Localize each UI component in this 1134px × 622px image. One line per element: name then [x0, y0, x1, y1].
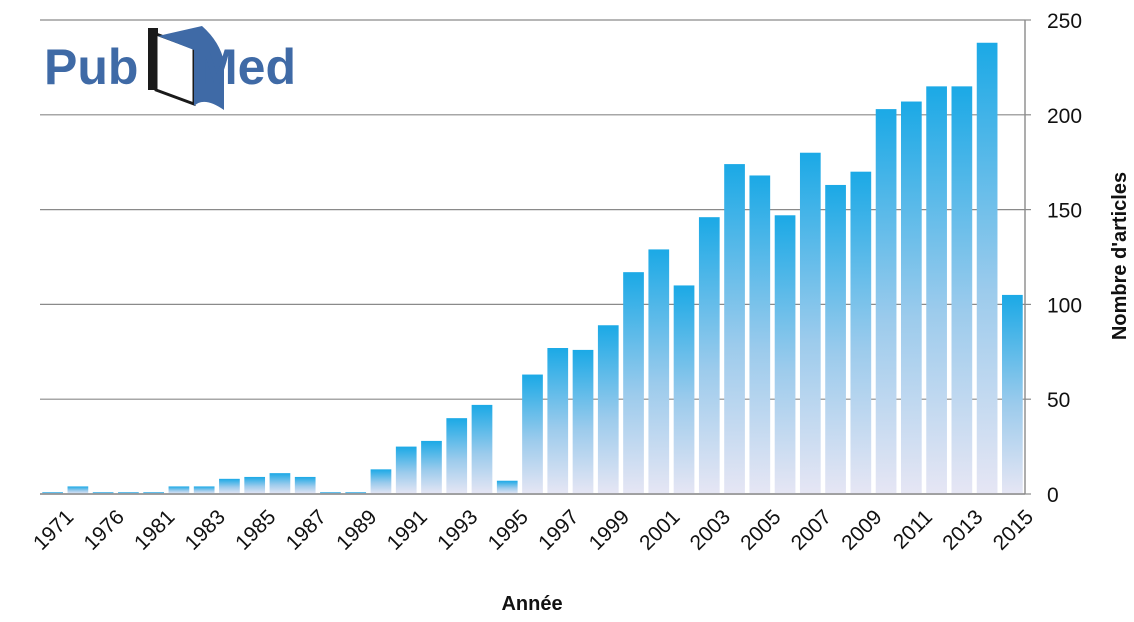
bar-1983	[193, 486, 215, 494]
x-tick-label: 2013	[938, 505, 987, 554]
y-axis-label: Nombre d'articles	[1109, 172, 1131, 340]
x-tick-label: 1995	[484, 505, 533, 554]
x-tick-label: 2001	[635, 505, 684, 554]
bar-2000	[623, 272, 644, 494]
y-tick-label: 250	[1047, 10, 1082, 33]
bar-2003	[698, 217, 720, 494]
x-tick-label: 1999	[585, 505, 634, 554]
bar-1977	[118, 492, 139, 494]
x-tick-label: 1997	[534, 505, 583, 554]
y-tick-label: 200	[1047, 105, 1082, 128]
axes	[40, 20, 1026, 495]
bar-2006	[774, 215, 796, 494]
x-tick-label: 1983	[181, 505, 230, 554]
bar-1999	[597, 325, 619, 494]
bar-2012	[926, 86, 947, 495]
bar-1995	[496, 480, 518, 494]
bar-2005	[749, 175, 771, 495]
bar-2001	[648, 249, 670, 494]
bar-2013	[951, 86, 973, 495]
x-tick-label: 2003	[686, 505, 735, 554]
bar-1976	[92, 492, 114, 494]
x-tick-label: 2011	[889, 505, 937, 553]
x-tick-label: 1971	[29, 505, 78, 554]
bars	[42, 42, 1023, 495]
bar-2011	[900, 101, 922, 494]
bar-1971	[42, 492, 63, 494]
x-tick-label: 1976	[80, 505, 129, 554]
x-tick-label: 1981	[130, 505, 179, 554]
x-tick-label: 2007	[787, 505, 836, 554]
bar-2008	[825, 184, 846, 494]
bar-1981	[143, 492, 165, 494]
bar-1982	[168, 486, 190, 494]
bar-2014	[976, 42, 998, 494]
x-tick-label: 1989	[332, 505, 381, 554]
x-tick-label: 1993	[433, 505, 482, 554]
bar-1986	[269, 473, 291, 494]
logo-text-pub: Pub	[44, 39, 138, 95]
y-tick-label: 150	[1047, 200, 1082, 223]
y-tick-label: 0	[1047, 484, 1059, 507]
logo-text-med: Med	[196, 39, 296, 95]
y-tick-labels: 0 50 100 150 200 250	[1047, 10, 1082, 507]
bar-1998	[572, 349, 594, 494]
bar-2007	[799, 152, 821, 494]
pubmed-logo: Pub Med	[44, 26, 296, 110]
bar-2010	[875, 109, 897, 494]
bar-1990	[370, 469, 392, 494]
bar-1985	[244, 476, 266, 494]
bar-1992	[421, 440, 442, 494]
bar-1993	[446, 418, 468, 494]
bar-2004	[724, 164, 745, 494]
bar-1991	[395, 446, 417, 494]
bar-1994	[471, 404, 493, 494]
x-tick-label: 1991	[383, 505, 432, 554]
open-book-icon	[148, 26, 224, 110]
y-tick-label: 50	[1047, 389, 1070, 412]
y-tick-label: 100	[1047, 294, 1082, 317]
bar-2009	[850, 171, 872, 494]
bar-1997	[547, 348, 569, 494]
x-tick-label: 2005	[736, 505, 785, 554]
bar-1996	[522, 374, 543, 494]
x-tick-label: 2009	[837, 505, 886, 554]
bar-1987	[294, 476, 316, 494]
x-tick-labels: 1971 1976 1981 1983 1985 1987 1989 1991 1993 1995…	[29, 505, 1038, 554]
x-tick-label: 2015	[989, 505, 1038, 554]
bar-1984	[219, 478, 240, 494]
bar-1972	[67, 486, 89, 494]
x-tick-label: 1987	[282, 505, 331, 554]
bar-2002	[673, 285, 695, 494]
x-axis-label: Année	[501, 593, 562, 615]
x-tick-label: 1985	[231, 505, 280, 554]
bar-1988	[320, 492, 341, 494]
bar-1989	[345, 492, 367, 494]
bar-2015	[1002, 294, 1023, 494]
